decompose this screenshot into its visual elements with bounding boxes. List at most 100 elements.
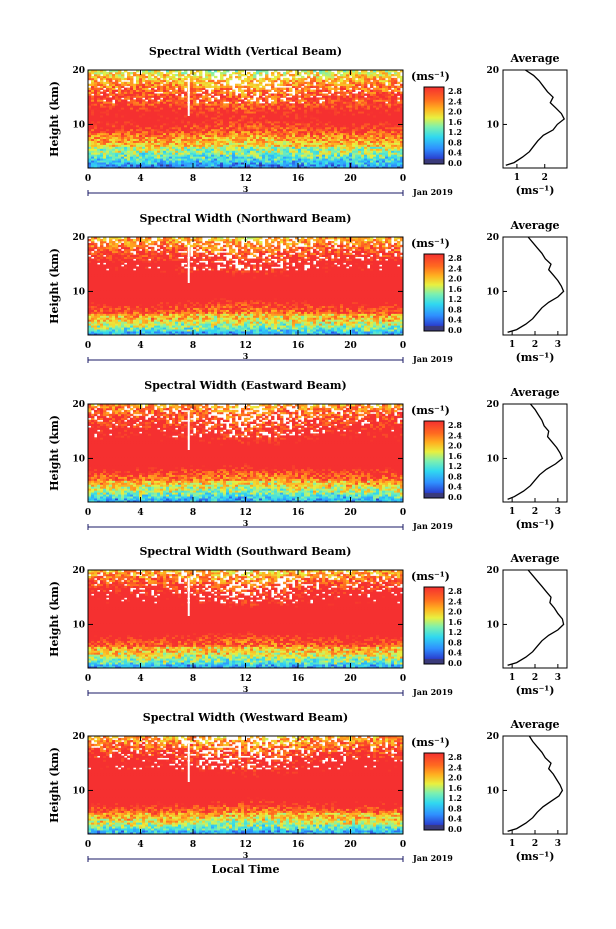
average-profile-line [508, 237, 564, 332]
panel-2: Spectral Width (Northward Beam)2010Heigh… [48, 212, 567, 364]
average-x-tick-label: 2 [532, 839, 538, 849]
panel-title: Spectral Width (Southward Beam) [139, 545, 351, 558]
y-tick-label: 20 [72, 233, 85, 243]
average-x-tick-label: 1 [509, 507, 515, 517]
y-axis-label: Height (km) [48, 81, 61, 157]
date-marker: 3 [243, 518, 249, 528]
colorbar-unit: (ms⁻¹) [411, 404, 450, 417]
x-tick-label: 20 [344, 508, 357, 518]
panel-title: Spectral Width (Vertical Beam) [149, 45, 342, 58]
x-tick-label: 8 [190, 674, 196, 684]
average-title: Average [509, 718, 559, 731]
colorbar-unit: (ms⁻¹) [411, 237, 450, 250]
average-frame [503, 404, 567, 502]
average-x-tick-label: 2 [532, 507, 538, 517]
average-frame [503, 736, 567, 834]
colorbar-tick-label: 2.8 [448, 586, 462, 596]
x-tick-label: 16 [292, 840, 305, 850]
colorbar-tick-label: 0.0 [448, 492, 462, 502]
x-tick-label: 16 [292, 341, 305, 351]
average-profile-line [508, 736, 563, 831]
date-label: Jan 2019 [412, 187, 453, 197]
colorbar [424, 254, 444, 331]
average-profile-line [508, 404, 563, 499]
colorbar-tick-label: 2.0 [448, 274, 462, 284]
average-title: Average [509, 386, 559, 399]
data-gap [188, 744, 190, 782]
colorbar-tick-label: 1.6 [448, 284, 462, 294]
date-label: Jan 2019 [412, 687, 453, 697]
date-marker: 3 [243, 684, 249, 694]
colorbar-tick-label: 0.0 [448, 325, 462, 335]
colorbar-tick-label: 1.2 [448, 793, 462, 803]
date-marker: 3 [243, 850, 249, 860]
average-x-label: (ms⁻¹) [516, 850, 555, 863]
colorbar-unit: (ms⁻¹) [411, 736, 450, 749]
heatmap-cells [88, 237, 403, 335]
colorbar-tick-label: 0.0 [448, 824, 462, 834]
x-tick-label: 20 [344, 840, 357, 850]
x-tick-label: 16 [292, 508, 305, 518]
x-tick-label: 0 [85, 341, 91, 351]
colorbar-tick-label: 2.4 [448, 430, 462, 440]
average-y-tick-label: 10 [486, 786, 499, 796]
y-tick-label: 10 [72, 620, 85, 630]
x-tick-label: 12 [239, 840, 252, 850]
panel-5: Spectral Width (Westward Beam)2010Height… [48, 711, 567, 876]
average-x-tick-label: 1 [514, 173, 520, 183]
colorbar-tick-label: 1.6 [448, 617, 462, 627]
colorbar-tick-label: 2.4 [448, 596, 462, 606]
average-x-tick-label: 3 [555, 673, 561, 683]
colorbar-tick-label: 0.8 [448, 637, 462, 647]
colorbar-tick-label: 1.6 [448, 783, 462, 793]
panel-title: Spectral Width (Northward Beam) [140, 212, 352, 225]
y-axis-label: Height (km) [48, 415, 61, 491]
colorbar-tick-label: 2.8 [448, 86, 462, 96]
x-tick-label: 8 [190, 174, 196, 184]
colorbar [424, 753, 444, 830]
colorbar-unit: (ms⁻¹) [411, 70, 450, 83]
y-tick-label: 10 [72, 454, 85, 464]
x-tick-label: 4 [137, 840, 143, 850]
colorbar-tick-label: 0.0 [448, 158, 462, 168]
average-x-label: (ms⁻¹) [516, 684, 555, 697]
average-frame [503, 570, 567, 668]
colorbar-tick-label: 1.2 [448, 294, 462, 304]
x-tick-label: 4 [137, 674, 143, 684]
colorbar-tick-label: 2.0 [448, 607, 462, 617]
x-tick-label: 0 [400, 174, 406, 184]
average-title: Average [509, 219, 559, 232]
colorbar-tick-label: 2.0 [448, 107, 462, 117]
colorbar-tick-label: 0.8 [448, 137, 462, 147]
average-y-tick-label: 20 [486, 400, 499, 410]
colorbar-tick-label: 2.0 [448, 441, 462, 451]
average-title: Average [509, 552, 559, 565]
average-y-tick-label: 10 [486, 287, 499, 297]
heatmap-cells [88, 736, 403, 834]
average-y-tick-label: 20 [486, 66, 499, 76]
panel-title: Spectral Width (Eastward Beam) [144, 379, 346, 392]
colorbar-tick-label: 1.6 [448, 117, 462, 127]
x-tick-label: 0 [85, 840, 91, 850]
average-x-tick-label: 3 [555, 839, 561, 849]
average-x-tick-label: 1 [509, 839, 515, 849]
average-x-label: (ms⁻¹) [516, 518, 555, 531]
x-tick-label: 4 [137, 508, 143, 518]
y-axis-label: Height (km) [48, 747, 61, 823]
average-title: Average [509, 52, 559, 65]
y-axis-label: Height (km) [48, 581, 61, 657]
average-x-tick-label: 3 [555, 340, 561, 350]
date-label: Jan 2019 [412, 853, 453, 863]
x-tick-label: 12 [239, 341, 252, 351]
colorbar-tick-label: 0.4 [448, 648, 462, 658]
x-tick-label: 20 [344, 341, 357, 351]
x-tick-label: 0 [400, 840, 406, 850]
date-marker: 3 [243, 184, 249, 194]
colorbar-tick-label: 1.2 [448, 461, 462, 471]
date-label: Jan 2019 [412, 354, 453, 364]
colorbar-unit: (ms⁻¹) [411, 570, 450, 583]
average-frame [503, 237, 567, 335]
heatmap-cells [88, 404, 403, 502]
average-x-tick-label: 1 [509, 673, 515, 683]
x-tick-label: 8 [190, 840, 196, 850]
